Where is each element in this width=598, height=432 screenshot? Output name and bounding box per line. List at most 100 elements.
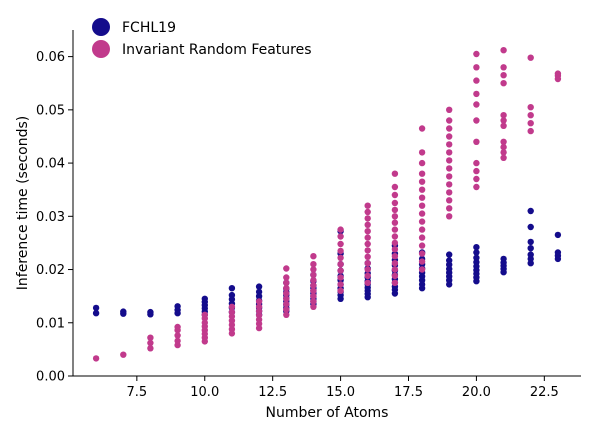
data-point	[391, 246, 399, 253]
data-point	[147, 308, 154, 316]
data-point	[337, 226, 344, 233]
data-point	[554, 231, 562, 239]
data-point	[500, 143, 507, 151]
data-point	[391, 219, 399, 226]
x-tick-label: 17.5	[394, 385, 423, 400]
data-point	[337, 254, 344, 261]
y-axis-label: Inference time (seconds)	[15, 116, 31, 290]
data-point	[310, 277, 317, 284]
data-point	[500, 112, 507, 119]
data-point	[391, 279, 399, 286]
data-point	[283, 300, 290, 308]
data-point	[364, 253, 371, 260]
data-point	[446, 173, 453, 180]
data-point	[364, 279, 371, 286]
data-point	[310, 298, 317, 305]
data-point	[120, 351, 127, 358]
data-point	[283, 295, 290, 302]
data-point	[201, 295, 208, 302]
data-point	[500, 122, 507, 129]
data-point	[418, 266, 426, 273]
data-point	[310, 303, 317, 310]
x-tick-label: 20.0	[462, 385, 491, 400]
data-point	[473, 159, 480, 167]
data-point	[337, 247, 344, 255]
data-point	[92, 310, 100, 317]
data-point	[391, 183, 399, 191]
data-point	[473, 50, 480, 58]
data-point	[473, 138, 480, 145]
legend: FCHL19 Invariant Random Features	[92, 18, 312, 58]
data-point	[228, 291, 236, 299]
data-point	[391, 253, 399, 260]
y-tick-label: 0.05	[36, 103, 65, 118]
data-point	[337, 233, 344, 240]
data-point	[500, 72, 507, 79]
data-point	[473, 90, 480, 98]
x-tick-label: 10.0	[190, 385, 219, 400]
data-point	[418, 159, 426, 167]
data-point	[500, 255, 507, 263]
data-point	[391, 213, 399, 220]
data-point	[500, 149, 507, 156]
data-point	[418, 202, 426, 209]
data-point	[255, 298, 263, 305]
data-point	[446, 181, 453, 188]
data-point	[527, 245, 534, 252]
data-point	[174, 332, 181, 339]
data-point	[473, 244, 480, 251]
data-point	[418, 258, 426, 265]
data-point	[418, 178, 426, 185]
data-point	[310, 293, 317, 300]
data-point	[418, 125, 426, 132]
series-fchl19	[92, 207, 562, 318]
data-point	[446, 257, 453, 264]
data-point	[527, 207, 534, 215]
data-point	[391, 239, 399, 247]
data-point	[473, 183, 480, 191]
data-point	[337, 281, 344, 288]
data-point	[364, 228, 371, 235]
data-point	[364, 234, 371, 241]
data-point	[283, 274, 290, 281]
data-point	[446, 213, 453, 220]
data-point	[391, 199, 399, 207]
data-point	[255, 303, 263, 310]
data-point	[527, 223, 534, 231]
series-invariant-random-features	[92, 47, 562, 362]
data-point	[446, 197, 453, 204]
data-point	[473, 117, 480, 124]
data-point	[147, 345, 154, 352]
legend-label-invariant-random-features: Invariant Random Features	[122, 42, 312, 58]
data-point	[310, 261, 317, 268]
data-point	[391, 272, 399, 280]
data-point	[527, 127, 534, 135]
data-point	[147, 339, 154, 347]
data-point	[337, 274, 344, 281]
data-point	[283, 290, 290, 297]
data-point	[527, 54, 534, 61]
data-point	[527, 238, 534, 246]
data-point	[310, 253, 317, 260]
data-point	[446, 251, 453, 258]
y-tick-label: 0.00	[36, 370, 65, 385]
data-point	[473, 175, 480, 183]
data-point	[446, 125, 453, 132]
data-point	[391, 260, 399, 267]
data-point	[391, 266, 399, 273]
data-point	[337, 267, 344, 274]
data-point	[364, 247, 371, 254]
data-point	[283, 306, 290, 313]
data-point	[364, 260, 371, 267]
data-point	[446, 133, 453, 140]
data-point	[337, 240, 344, 248]
data-point	[337, 261, 344, 268]
data-point	[391, 226, 399, 233]
y-tick-label: 0.02	[36, 263, 65, 278]
data-point	[337, 287, 344, 294]
data-point	[92, 355, 100, 362]
data-point	[255, 288, 263, 296]
data-point	[473, 167, 480, 175]
data-point	[228, 308, 236, 316]
